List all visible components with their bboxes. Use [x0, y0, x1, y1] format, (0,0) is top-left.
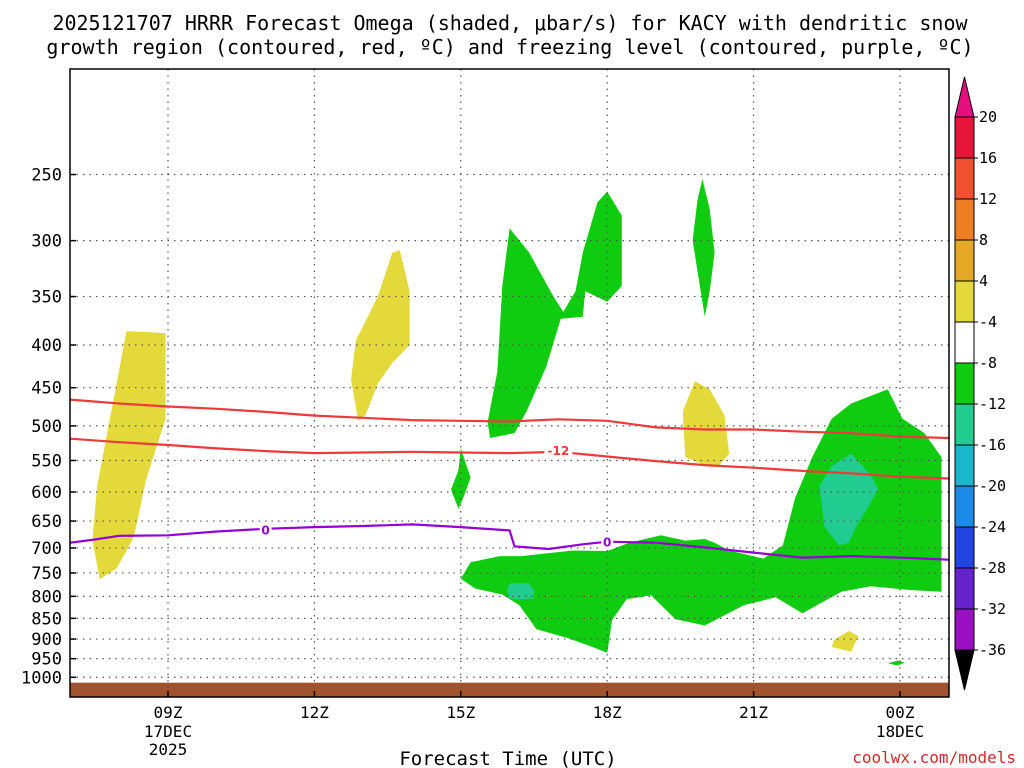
- colorbar-label-3: 12: [979, 190, 997, 208]
- chart-title-line2: growth region (contoured, red, ºC) and f…: [46, 35, 973, 59]
- chart-title-line1: 2025121707 HRRR Forecast Omega (shaded, …: [52, 11, 968, 35]
- y-tick-label-950: 950: [31, 650, 62, 670]
- x-tick-year-09Z: 2025: [149, 740, 188, 759]
- omega-shaded-region-1: [92, 331, 166, 580]
- colorbar-segment-13: [954, 608, 975, 651]
- contour-label-bg-3: [601, 535, 614, 550]
- colorbar-label-6: -4: [979, 313, 997, 331]
- contour-line-2: [70, 437, 949, 480]
- x-tick-label-18Z: 18Z: [593, 703, 622, 722]
- plot-area: -12 0 0 250 300 350 400 450 500 550 600 650 700 750 80…: [21, 68, 950, 759]
- contour-label-bg-1: [544, 443, 573, 458]
- colorbar-label-14: -36: [979, 641, 1006, 659]
- contour-label-3: 0: [603, 536, 611, 550]
- colorbar-label-7: -8: [979, 354, 997, 372]
- colorbar-segment-8: [954, 403, 975, 446]
- omega-shaded-region-5: [487, 191, 622, 438]
- colorbar-bottom-arrow: [954, 649, 975, 691]
- y-tick-label-250: 250: [31, 166, 62, 186]
- y-tick-label-600: 600: [31, 483, 62, 503]
- contour-line-3: [70, 523, 949, 561]
- x-tick-label-00Z: 00Z: [886, 703, 915, 722]
- y-tick-label-650: 650: [31, 512, 62, 532]
- colorbar-segment-11: [954, 526, 975, 569]
- y-tick-label-900: 900: [31, 630, 62, 650]
- colorbar-segment-7: [954, 362, 975, 405]
- colorbar-segment-10: [954, 485, 975, 528]
- colorbar-segment-5: [954, 280, 975, 323]
- colorbar-segment-4: [954, 239, 975, 282]
- y-tick-label-700: 700: [31, 539, 62, 559]
- colorbar-segment-3: [954, 198, 975, 241]
- x-tick-label-09Z: 09Z: [154, 703, 183, 722]
- y-tick-label-1000: 1000: [21, 668, 62, 688]
- y-tick-label-400: 400: [31, 336, 62, 356]
- y-tick-label-300: 300: [31, 232, 62, 252]
- colorbar-label-9: -16: [979, 436, 1006, 454]
- colorbar-label-10: -20: [979, 477, 1006, 495]
- plot-inner: -12 0 0: [70, 69, 949, 697]
- colorbar-label-2: 16: [979, 149, 997, 167]
- contour-label-bg-2: [259, 522, 272, 537]
- colorbar-label-13: -32: [979, 600, 1006, 618]
- colorbar-label-12: -28: [979, 559, 1006, 577]
- colorbar-segment-12: [954, 567, 975, 610]
- colorbar-label-5: 4: [979, 272, 988, 290]
- omega-shaded-region-2: [351, 250, 410, 421]
- colorbar-segment-2: [954, 157, 975, 200]
- omega-shaded-region-6: [692, 178, 715, 317]
- y-tick-label-450: 450: [31, 379, 62, 399]
- colorbar-segment-6: [954, 321, 975, 364]
- omega-shaded-region-11: [887, 660, 905, 666]
- colorbar-label-11: -24: [979, 518, 1006, 536]
- colorbar-segment-1: [954, 116, 975, 159]
- x-tick-label-12Z: 12Z: [300, 703, 329, 722]
- plot-frame: [69, 68, 950, 698]
- y-tick-label-750: 750: [31, 564, 62, 584]
- x-axis-label: Forecast Time (UTC): [399, 748, 616, 768]
- colorbar-label-1: 20: [979, 108, 997, 126]
- x-tick-date-09Z: 17DEC: [144, 722, 192, 741]
- x-tick-label-21Z: 21Z: [739, 703, 768, 722]
- y-tick-label-800: 800: [31, 587, 62, 607]
- omega-shaded-region-9: [819, 453, 878, 546]
- contour-label-1: -12: [548, 444, 570, 458]
- omega-shaded-region-4: [831, 630, 859, 652]
- x-tick-label-15Z: 15Z: [446, 703, 475, 722]
- colorbar: 20 16 12 8 4 -4 -8 -12 -16 -20 -24 -28 -32 -36: [954, 76, 1006, 691]
- colorbar-label-4: 8: [979, 231, 988, 249]
- x-tick-date-00Z: 18DEC: [876, 722, 924, 741]
- y-tick-label-850: 850: [31, 609, 62, 629]
- y-tick-label-500: 500: [31, 417, 62, 437]
- contour-line-1: [70, 398, 949, 440]
- colorbar-segment-9: [954, 444, 975, 487]
- colorbar-top-arrow: [954, 76, 975, 118]
- omega-shaded-region-8: [460, 389, 942, 653]
- contour-label-2: 0: [261, 523, 269, 537]
- omega-shaded-region-10: [507, 583, 534, 600]
- colorbar-label-8: -12: [979, 395, 1006, 413]
- site-credit: coolwx.com/models: [852, 748, 1016, 767]
- omega-shaded-region-3: [682, 381, 730, 467]
- y-tick-label-550: 550: [31, 451, 62, 471]
- ground-fill: [70, 682, 949, 697]
- y-tick-label-350: 350: [31, 288, 62, 308]
